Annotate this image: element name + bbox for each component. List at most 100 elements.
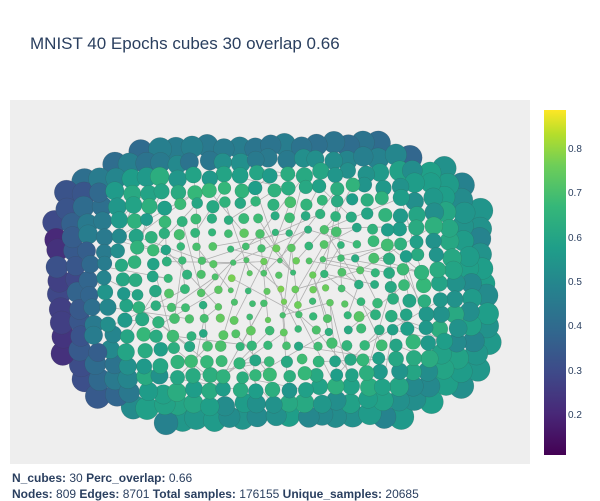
graph-node[interactable] [215, 303, 222, 310]
graph-node[interactable] [281, 181, 295, 195]
graph-node[interactable] [398, 279, 409, 290]
graph-node[interactable] [356, 324, 366, 334]
graph-node[interactable] [372, 364, 387, 379]
graph-node[interactable] [313, 395, 331, 413]
graph-node[interactable] [419, 321, 433, 335]
graph-node[interactable] [177, 242, 185, 250]
graph-node[interactable] [203, 367, 218, 382]
graph-node[interactable] [368, 236, 379, 247]
graph-node[interactable] [97, 270, 112, 285]
graph-node[interactable] [387, 324, 398, 335]
graph-node[interactable] [224, 230, 232, 238]
graph-node[interactable] [215, 341, 226, 352]
graph-node[interactable] [360, 340, 370, 350]
graph-node[interactable] [433, 293, 448, 308]
graph-node[interactable] [393, 209, 408, 224]
graph-node[interactable] [248, 181, 262, 195]
graph-node[interactable] [338, 268, 347, 277]
graph-node[interactable] [151, 301, 161, 311]
graph-node[interactable] [309, 298, 316, 305]
graph-node[interactable] [159, 228, 170, 239]
graph-node[interactable] [125, 197, 142, 214]
graph-node[interactable] [234, 357, 246, 369]
graph-node[interactable] [154, 342, 168, 356]
graph-node[interactable] [161, 245, 171, 255]
graph-node[interactable] [150, 167, 169, 186]
graph-node[interactable] [96, 229, 113, 246]
graph-node[interactable] [216, 369, 230, 383]
graph-node[interactable] [129, 273, 142, 286]
graph-node[interactable] [192, 198, 203, 209]
graph-node[interactable] [297, 354, 307, 364]
graph-node[interactable] [331, 195, 343, 207]
graph-node[interactable] [209, 242, 217, 250]
graph-node[interactable] [218, 182, 231, 195]
graph-node[interactable] [260, 258, 267, 265]
graph-node[interactable] [312, 179, 326, 193]
graph-node[interactable] [232, 330, 241, 339]
graph-node[interactable] [138, 343, 153, 358]
graph-node[interactable] [440, 219, 458, 237]
graph-node[interactable] [216, 355, 228, 367]
graph-node[interactable] [185, 314, 194, 323]
graph-node[interactable] [341, 301, 348, 308]
graph-node[interactable] [232, 167, 248, 183]
graph-node[interactable] [419, 307, 434, 322]
graph-node[interactable] [250, 355, 262, 367]
graph-node[interactable] [142, 198, 158, 214]
graph-node[interactable] [200, 314, 209, 323]
graph-node[interactable] [459, 246, 479, 266]
graph-node[interactable] [247, 314, 253, 320]
network-graph[interactable] [10, 100, 530, 464]
graph-node[interactable] [248, 384, 263, 399]
graph-node[interactable] [426, 233, 442, 249]
graph-node[interactable] [233, 382, 248, 397]
graph-node[interactable] [202, 383, 218, 399]
graph-node[interactable] [242, 243, 249, 250]
graph-node[interactable] [265, 317, 271, 323]
graph-node[interactable] [110, 244, 124, 258]
graph-node[interactable] [174, 229, 185, 240]
graph-node[interactable] [322, 284, 329, 291]
graph-node[interactable] [309, 272, 316, 279]
graph-node[interactable] [262, 168, 277, 183]
graph-node[interactable] [116, 273, 130, 287]
graph-node[interactable] [323, 314, 332, 323]
graph-node[interactable] [290, 270, 296, 276]
graph-node[interactable] [400, 309, 412, 321]
graph-node[interactable] [171, 355, 185, 369]
graph-node[interactable] [312, 163, 329, 180]
graph-node[interactable] [178, 257, 186, 265]
graph-node[interactable] [249, 369, 261, 381]
graph-node[interactable] [199, 301, 207, 309]
graph-node[interactable] [216, 314, 225, 323]
graph-node[interactable] [180, 284, 190, 294]
graph-node[interactable] [147, 258, 159, 270]
graph-node[interactable] [168, 342, 180, 354]
graph-node[interactable] [117, 287, 130, 300]
graph-node[interactable] [159, 216, 171, 228]
graph-node[interactable] [356, 266, 364, 274]
graph-node[interactable] [418, 295, 431, 308]
graph-node[interactable] [378, 208, 392, 222]
graph-node[interactable] [294, 301, 301, 308]
graph-node[interactable] [112, 229, 127, 244]
graph-node[interactable] [326, 299, 333, 306]
graph-node[interactable] [152, 316, 164, 328]
graph-node[interactable] [120, 299, 134, 313]
graph-node[interactable] [167, 330, 179, 342]
graph-node[interactable] [345, 368, 358, 381]
graph-node[interactable] [219, 197, 230, 208]
graph-node[interactable] [145, 231, 157, 243]
graph-node[interactable] [278, 286, 285, 293]
graph-node[interactable] [174, 198, 186, 210]
graph-node[interactable] [240, 229, 249, 238]
graph-node[interactable] [414, 265, 429, 280]
graph-node[interactable] [449, 319, 467, 337]
graph-node[interactable] [237, 372, 249, 384]
graph-node[interactable] [169, 313, 179, 323]
graph-node[interactable] [202, 341, 212, 351]
graph-node[interactable] [314, 342, 323, 351]
graph-node[interactable] [367, 224, 378, 235]
graph-node[interactable] [381, 223, 394, 236]
